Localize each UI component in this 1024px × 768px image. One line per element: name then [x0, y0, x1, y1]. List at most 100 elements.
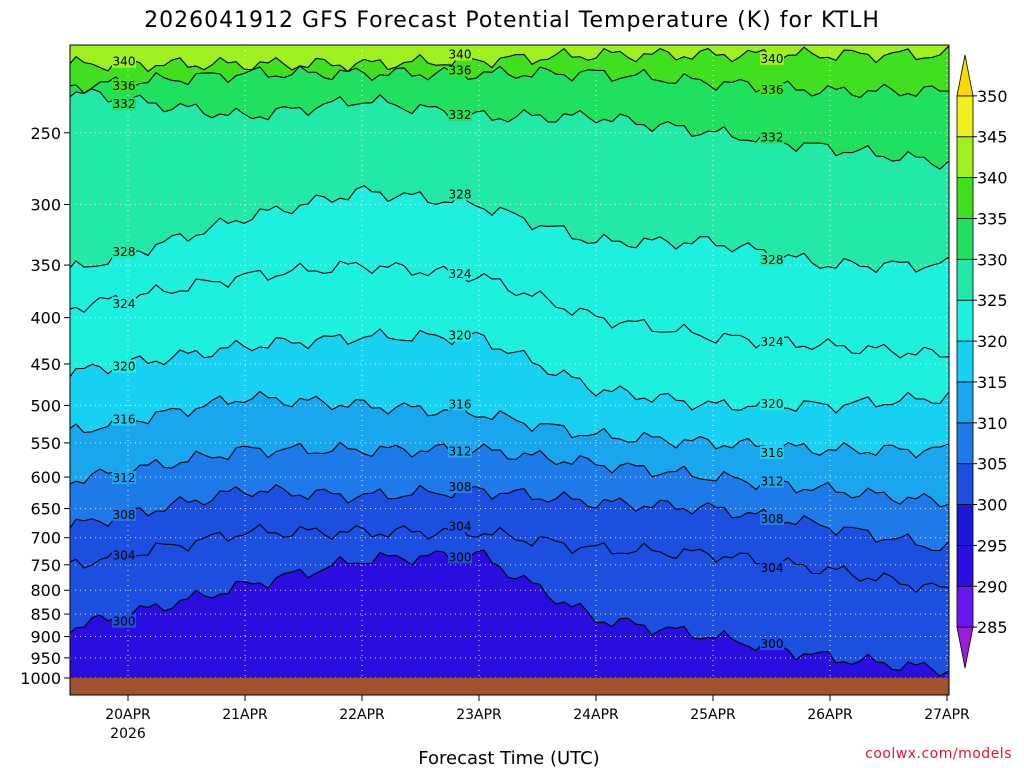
contour-label-328: 328: [113, 245, 136, 259]
contour-label-bg: [448, 550, 472, 564]
contour-label-bg: [760, 130, 784, 144]
contour-lines: 300 300 300 304 304 304 308 308 308 312 312 312 316 3…: [70, 46, 949, 677]
x-tick-22APR: 22APR: [339, 707, 385, 723]
credit-text: coolwx.com/models: [865, 746, 1012, 762]
x-tick-20APR: 20APR: [105, 707, 151, 723]
x-tick-21APR: 21APR: [222, 707, 268, 723]
colorbar-swatch: [956, 545, 974, 587]
contour-label-316: 316: [449, 397, 472, 411]
contour-label-332: 332: [449, 108, 472, 122]
contour-label-312: 312: [449, 445, 472, 459]
contour-label-bg: [112, 548, 136, 562]
colorbar-swatch: [956, 136, 974, 179]
contour-label-bg: [760, 560, 784, 574]
contour-label-bg: [112, 97, 136, 111]
colorbar-label-345: 345: [977, 128, 1008, 147]
contour-label-bg: [760, 637, 784, 651]
colorbar-swatch: [956, 54, 974, 97]
contour-label-bg: [760, 334, 784, 348]
colorbar-swatch: [956, 258, 974, 301]
contour-label-bg: [112, 507, 136, 521]
contour-line-320: [70, 328, 949, 414]
colorbar-label-330: 330: [977, 250, 1008, 269]
y-tick-1000: 1000: [20, 669, 61, 688]
contour-line-308: [70, 484, 949, 552]
colorbar-swatch: [956, 626, 974, 669]
colorbar-label-305: 305: [977, 455, 1008, 474]
colorbar-label-310: 310: [977, 414, 1008, 433]
contour-label-bg: [448, 187, 472, 201]
contour-label-308: 308: [113, 508, 136, 522]
y-tick-350: 350: [30, 256, 61, 275]
filled-contours: [70, 45, 949, 695]
contour-label-bg: [448, 63, 472, 77]
colorbar-swatch: [956, 177, 974, 219]
colorbar-swatch: [956, 95, 974, 138]
contour-label-332: 332: [113, 97, 136, 111]
contour-label-bg: [112, 54, 136, 68]
contour-label-324: 324: [761, 335, 784, 349]
colorbar-swatch: [956, 340, 974, 383]
contour-label-320: 320: [113, 360, 136, 374]
contour-line-328: [70, 184, 949, 274]
contour-label-304: 304: [761, 561, 784, 575]
x-tick-24APR: 24APR: [573, 707, 619, 723]
x-axis: 20APR 21APR 22APR 23APR 24APR 25APR 26APR 27APR…: [105, 695, 970, 742]
colorbar-swatch: [956, 299, 974, 342]
colorbar-label-315: 315: [977, 373, 1008, 392]
colorbar-label-290: 290: [977, 577, 1008, 596]
contour-label-308: 308: [761, 512, 784, 526]
contour-label-340: 340: [449, 48, 472, 62]
contour-label-bg: [448, 328, 472, 342]
contour-label-bg: [112, 296, 136, 310]
contour-label-bg: [112, 412, 136, 426]
contour-label-300: 300: [449, 550, 472, 564]
colorbar-swatch: [956, 463, 974, 505]
colorbar-swatch: [956, 218, 974, 260]
chart-title: 2026041912 GFS Forecast Potential Temper…: [144, 8, 880, 33]
contour-line-300: [70, 549, 949, 677]
contour-label-336: 336: [449, 63, 472, 77]
contour-line-340: [70, 46, 949, 73]
contour-label-320: 320: [761, 397, 784, 411]
contour-label-316: 316: [761, 446, 784, 460]
contour-label-324: 324: [449, 267, 472, 281]
contour-label-bg: [112, 614, 136, 628]
contour-label-bg: [112, 79, 136, 93]
colorbar-label-300: 300: [977, 496, 1008, 515]
colorbar-swatch: [956, 422, 974, 465]
ground-bar: [70, 678, 949, 695]
contour-label-bg: [448, 108, 472, 122]
colorbar-label-320: 320: [977, 332, 1008, 351]
contour-label-bg: [112, 359, 136, 373]
plot-area: 300 300 300 304 304 304 308 308 308 312 312 312 316 3…: [70, 45, 949, 695]
contour-label-328: 328: [761, 253, 784, 267]
contour-line-316: [70, 390, 949, 459]
colorbar-label-340: 340: [977, 169, 1008, 188]
contour-label-324: 324: [113, 297, 136, 311]
colorbar-label-350: 350: [977, 87, 1008, 106]
contour-label-bg: [448, 47, 472, 61]
contour-label-bg: [112, 471, 136, 485]
colorbar-swatch: [956, 585, 974, 628]
x-tick-year: 2026: [110, 726, 146, 742]
contour-label-336: 336: [761, 83, 784, 97]
y-tick-650: 650: [30, 500, 61, 519]
x-tick-23APR: 23APR: [456, 707, 502, 723]
x-tick-27APR: 27APR: [924, 707, 970, 723]
y-tick-500: 500: [30, 396, 61, 415]
contour-line-304: [70, 523, 949, 593]
contour-label-bg: [448, 267, 472, 281]
contour-label-bg: [760, 51, 784, 65]
y-tick-400: 400: [30, 309, 61, 328]
colorbar-swatch: [956, 504, 974, 546]
contour-label-320: 320: [449, 329, 472, 343]
contour-label-316: 316: [113, 413, 136, 427]
x-tick-26APR: 26APR: [807, 707, 853, 723]
colorbar-swatch: [956, 381, 974, 424]
x-axis-label: Forecast Time (UTC): [418, 748, 599, 768]
contour-label-336: 336: [113, 79, 136, 93]
contour-label-bg: [760, 397, 784, 411]
colorbar: 285 290 295 300 305 310 315 320 325 330 335 340 345 3…: [956, 54, 1008, 669]
